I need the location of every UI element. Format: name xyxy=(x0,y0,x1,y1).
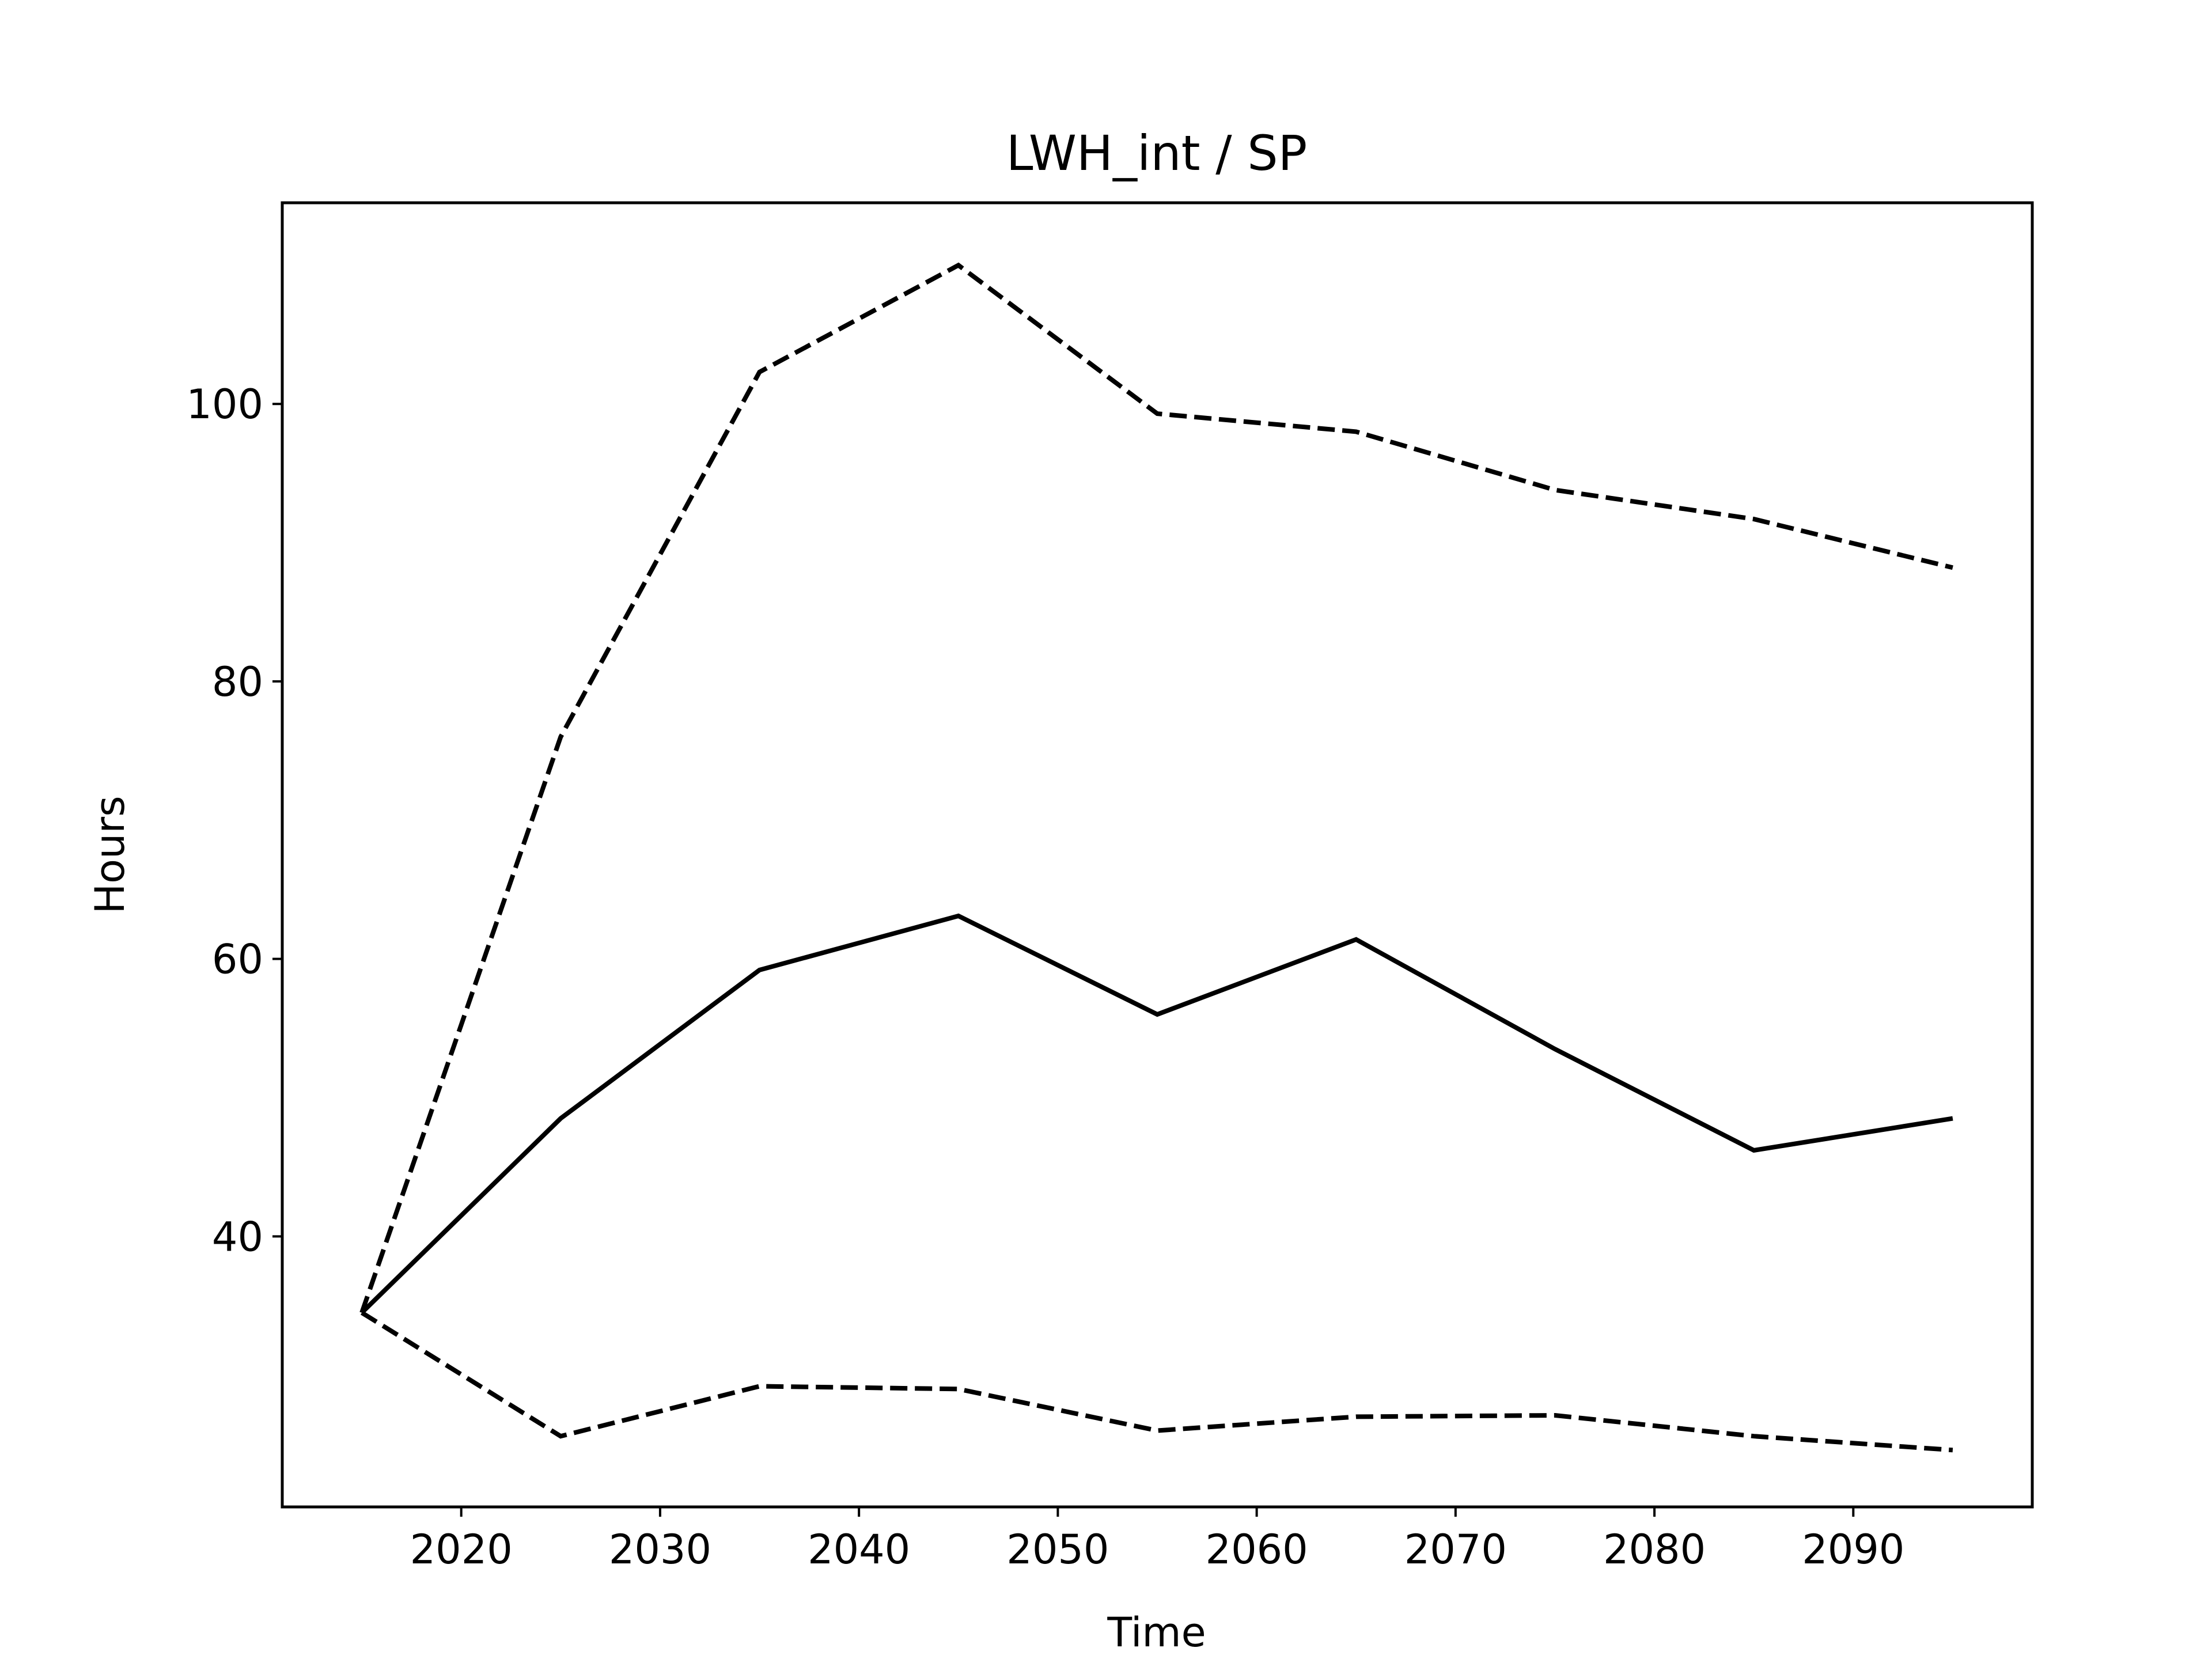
y-axis-label: Hours xyxy=(86,796,134,914)
series-line-2 xyxy=(360,913,1953,1315)
x-tick-label: 2040 xyxy=(808,1526,910,1573)
series-line-3 xyxy=(360,1310,1953,1453)
x-tick-label: 2080 xyxy=(1603,1526,1706,1573)
y-axis-ticks: 40 60 80 100 xyxy=(186,381,282,1260)
x-tick-label: 2020 xyxy=(410,1526,513,1573)
series-layer xyxy=(359,262,1953,1453)
plot-frame xyxy=(281,201,2034,1509)
y-tick-label: 40 xyxy=(212,1213,263,1260)
x-tick-label: 2090 xyxy=(1802,1526,1904,1573)
series-line-1 xyxy=(359,262,1953,1314)
x-tick-label: 2050 xyxy=(1006,1526,1109,1573)
x-tick-label: 2060 xyxy=(1206,1526,1308,1573)
y-tick-label: 60 xyxy=(212,936,263,983)
chart-title: LWH_int / SP xyxy=(1006,125,1308,181)
y-tick-label: 80 xyxy=(212,658,263,706)
x-tick-label: 2070 xyxy=(1404,1526,1507,1573)
x-tick-label: 2030 xyxy=(609,1526,711,1573)
x-axis-ticks: 2020 2030 2040 2050 2060 2070 2080 2090 xyxy=(410,1507,1904,1573)
x-axis-label: Time xyxy=(1107,1609,1206,1656)
y-tick-label: 100 xyxy=(186,381,263,428)
